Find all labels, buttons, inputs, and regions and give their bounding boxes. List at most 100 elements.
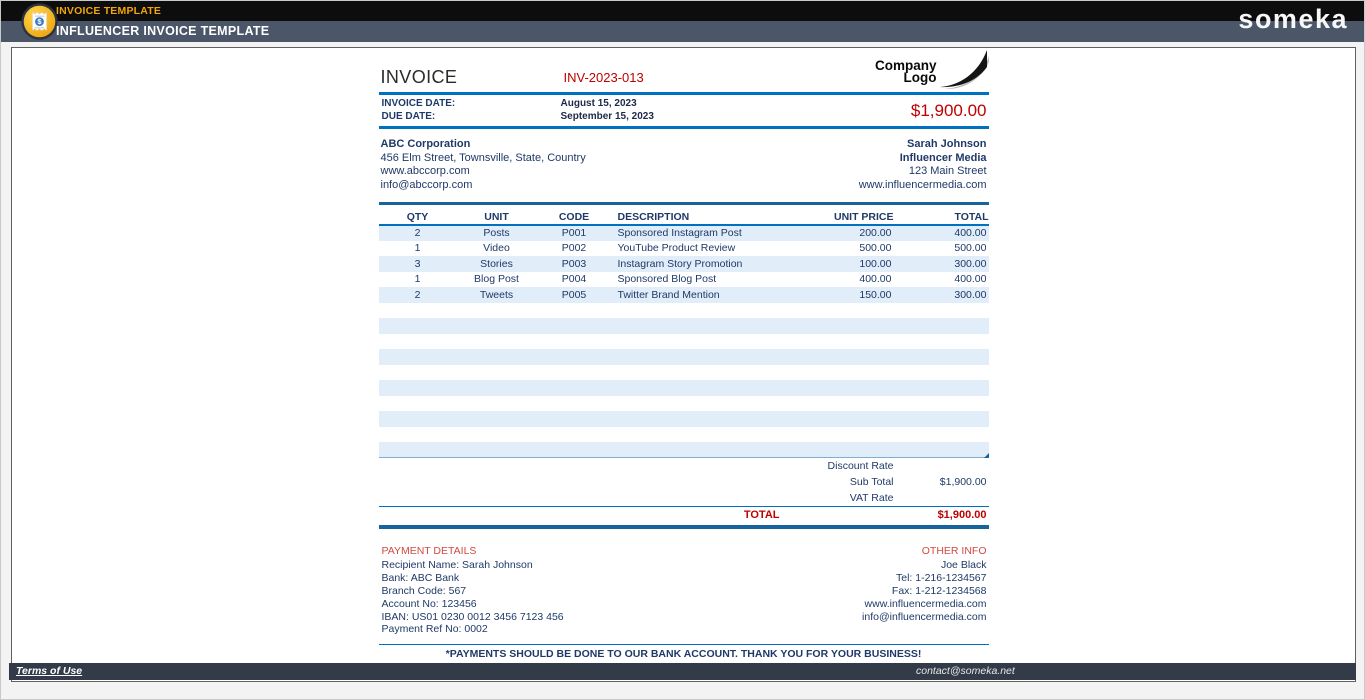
cell-total-empty[interactable] (894, 365, 989, 381)
cell-total-empty[interactable] (894, 396, 989, 412)
cell-code-empty[interactable] (537, 303, 612, 319)
other-info-line[interactable]: www.influencermedia.com (864, 597, 987, 610)
cell-code-empty[interactable] (537, 411, 612, 427)
cell-unit_price-empty[interactable] (829, 303, 894, 319)
cell-unit[interactable]: Posts (483, 227, 510, 240)
cell-unit-empty[interactable] (457, 396, 537, 412)
cell-code-empty[interactable] (537, 380, 612, 396)
cell-qty[interactable]: 2 (414, 227, 421, 240)
cell-total[interactable]: 400.00 (954, 227, 987, 240)
cell-unit-empty[interactable] (457, 411, 537, 427)
cell-unit[interactable]: Tweets (479, 288, 514, 301)
cell-unit[interactable]: Blog Post (474, 273, 519, 286)
cell-unit_price-empty[interactable] (829, 411, 894, 427)
cell-code[interactable]: P001 (561, 227, 587, 240)
invoice-table-empty-row[interactable] (378, 318, 989, 334)
cell-unit_price[interactable]: 400.00 (859, 273, 892, 286)
other-info-line[interactable]: Fax: 1-212-1234568 (891, 584, 987, 597)
cell-total[interactable]: 300.00 (954, 257, 987, 270)
invoice-table-empty-row[interactable] (378, 349, 989, 365)
cell-description-empty[interactable] (612, 334, 829, 350)
cell-code-empty[interactable] (537, 442, 612, 458)
invoice-table-empty-row[interactable] (378, 411, 989, 427)
invoice-table-row[interactable]: 1 Blog Post P004 Sponsored Blog Post 400.00 4… (379, 272, 989, 288)
payment-detail-line[interactable]: Payment Ref No: 0002 (381, 623, 488, 636)
payment-detail-line[interactable]: Account No: 123456 (381, 597, 477, 610)
cell-qty[interactable]: 1 (414, 242, 421, 255)
invoice-number[interactable]: INV-2023-013 (563, 70, 644, 85)
cell-description[interactable]: YouTube Product Review (617, 242, 736, 255)
cell-description[interactable]: Instagram Story Promotion (617, 257, 743, 270)
terms-of-use-link[interactable]: Terms of Use (16, 665, 83, 677)
sender-address[interactable]: 123 Main Street (908, 165, 987, 177)
cell-description-empty[interactable] (612, 349, 829, 365)
cell-total-empty[interactable] (894, 411, 989, 427)
cell-total[interactable]: 400.00 (954, 273, 987, 286)
invoice-table-empty-row[interactable] (378, 380, 989, 396)
table-corner-handle[interactable] (983, 453, 989, 458)
cell-description-empty[interactable] (612, 318, 829, 334)
cell-unit_price[interactable]: 200.00 (859, 227, 892, 240)
cell-unit-empty[interactable] (457, 365, 537, 381)
cell-unit_price-empty[interactable] (829, 396, 894, 412)
cell-unit_price[interactable]: 100.00 (859, 257, 892, 270)
cell-unit_price[interactable]: 500.00 (859, 242, 892, 255)
sender-company[interactable]: Influencer Media (899, 151, 987, 164)
cell-description-empty[interactable] (612, 380, 829, 396)
invoice-table-empty-row[interactable] (379, 303, 989, 319)
cell-qty-empty[interactable] (379, 334, 457, 350)
cell-qty-empty[interactable] (379, 365, 457, 381)
someka-logo[interactable]: someka (1238, 4, 1348, 34)
cell-qty[interactable]: 2 (414, 288, 421, 301)
cell-unit-empty[interactable] (457, 442, 537, 458)
cell-unit_price-empty[interactable] (829, 318, 894, 334)
cell-total[interactable]: 300.00 (954, 288, 987, 301)
cell-unit_price-empty[interactable] (829, 334, 894, 350)
cell-unit_price[interactable]: 150.00 (859, 288, 892, 301)
cell-description-empty[interactable] (612, 427, 829, 443)
invoice-table-empty-row[interactable] (379, 365, 989, 381)
cell-unit-empty[interactable] (457, 349, 537, 365)
cell-code-empty[interactable] (537, 365, 612, 381)
cell-unit_price-empty[interactable] (829, 349, 894, 365)
cell-total-empty[interactable] (894, 442, 989, 458)
payment-detail-line[interactable]: Recipient Name: Sarah Johnson (381, 558, 533, 571)
cell-total-empty[interactable] (894, 427, 989, 443)
cell-description-empty[interactable] (612, 365, 829, 381)
payment-detail-line[interactable]: Bank: ABC Bank (381, 571, 460, 584)
cell-description-empty[interactable] (612, 442, 829, 458)
cell-code[interactable]: P005 (561, 288, 587, 301)
sender-name[interactable]: Sarah Johnson (907, 138, 987, 150)
bill-to-email[interactable]: info@abccorp.com (380, 178, 473, 191)
cell-unit[interactable]: Stories (480, 257, 513, 270)
cell-qty-empty[interactable] (379, 411, 457, 427)
cell-qty[interactable]: 3 (414, 257, 421, 270)
cell-code-empty[interactable] (537, 349, 612, 365)
cell-code-empty[interactable] (537, 334, 612, 350)
invoice-table-empty-row[interactable] (379, 427, 989, 443)
company-logo[interactable]: Company Logo (875, 48, 989, 95)
cell-unit-empty[interactable] (457, 427, 537, 443)
invoice-table-empty-row[interactable] (379, 396, 989, 412)
other-info-line[interactable]: Tel: 1-216-1234567 (896, 571, 987, 584)
cell-qty-empty[interactable] (379, 396, 457, 412)
cell-total-empty[interactable] (894, 318, 989, 334)
cell-total[interactable]: 500.00 (954, 242, 987, 255)
cell-description-empty[interactable] (612, 303, 829, 319)
other-info-line[interactable]: Joe Black (940, 558, 987, 571)
bill-to-address[interactable]: 456 Elm Street, Townsville, State, Count… (380, 151, 586, 164)
cell-code-empty[interactable] (537, 396, 612, 412)
cell-qty-empty[interactable] (379, 349, 457, 365)
cell-unit_price-empty[interactable] (829, 365, 894, 381)
cell-total-empty[interactable] (894, 334, 989, 350)
cell-total-empty[interactable] (894, 380, 989, 396)
cell-qty[interactable]: 1 (414, 273, 421, 286)
cell-unit_price-empty[interactable] (829, 442, 894, 458)
invoice-date-value[interactable]: August 15, 2023 (560, 98, 637, 109)
cell-qty-empty[interactable] (379, 427, 457, 443)
cell-unit-empty[interactable] (457, 303, 537, 319)
invoice-table-row[interactable]: 2 Tweets P005 Twitter Brand Mention 150.00 30… (378, 287, 989, 303)
invoice-table-empty-row[interactable] (379, 334, 989, 350)
bill-to-name[interactable]: ABC Corporation (380, 138, 471, 150)
cell-unit_price-empty[interactable] (829, 427, 894, 443)
